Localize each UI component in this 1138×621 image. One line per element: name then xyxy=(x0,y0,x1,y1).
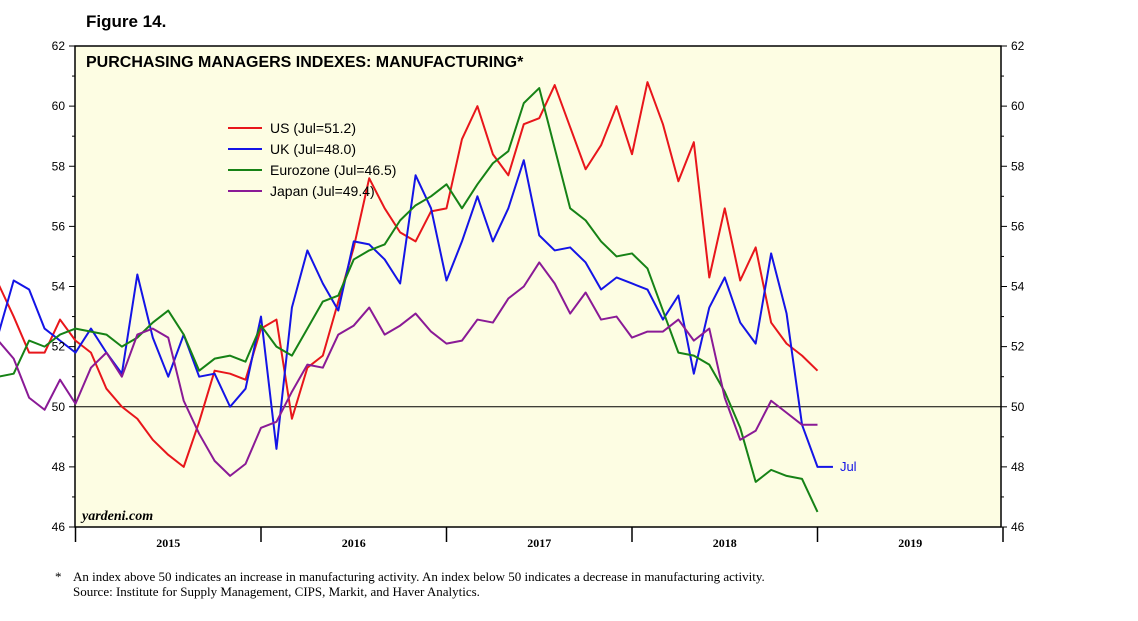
y-tick-label-right: 60 xyxy=(1011,99,1025,113)
footnote-line: * An index above 50 indicates an increase… xyxy=(55,569,765,584)
footnote-marker: * xyxy=(55,569,62,584)
axis-ticks xyxy=(69,45,1007,542)
axis-labels: 46 46 48 48 50 50 52 52 54 54 56 56 58 58 60 60 62 62 2015… xyxy=(52,39,1025,550)
chart-title: PURCHASING MANAGERS INDEXES: MANUFACTURI… xyxy=(86,54,524,71)
y-tick-label-left: 46 xyxy=(52,520,66,534)
y-tick-label-left: 54 xyxy=(52,280,66,294)
legend-label: Eurozone (Jul=46.5) xyxy=(270,162,396,178)
x-year-label: 2017 xyxy=(527,536,551,550)
series-layer xyxy=(0,81,833,513)
x-year-label: 2016 xyxy=(342,536,366,550)
y-tick-label-left: 60 xyxy=(52,99,66,113)
footnotes: * An index above 50 indicates an increase… xyxy=(55,569,765,599)
y-tick-label-left: 62 xyxy=(52,39,66,53)
y-tick-label-right: 52 xyxy=(1011,340,1025,354)
yardeni-watermark: yardeni.com xyxy=(80,509,153,524)
figure-label: Figure 14. xyxy=(86,12,167,31)
y-tick-label-left: 50 xyxy=(52,400,66,414)
y-tick-label-right: 54 xyxy=(1011,280,1025,294)
y-tick-label-right: 58 xyxy=(1011,159,1025,173)
y-tick-label-left: 58 xyxy=(52,159,66,173)
y-tick-label-right: 56 xyxy=(1011,219,1025,233)
series-line-japan xyxy=(0,261,818,477)
legend-label: UK (Jul=48.0) xyxy=(270,141,356,157)
series-line-uk xyxy=(0,159,833,468)
x-year-label: 2018 xyxy=(713,536,737,550)
legend-label: US (Jul=51.2) xyxy=(270,120,356,136)
y-tick-label-left: 56 xyxy=(52,219,66,233)
footnote-text: An index above 50 indicates an increase … xyxy=(73,569,765,584)
y-tick-label-right: 48 xyxy=(1011,460,1025,474)
series-line-us xyxy=(0,81,819,468)
y-tick-label-left: 52 xyxy=(52,340,66,354)
source-line: Source: Institute for Supply Management,… xyxy=(73,584,480,599)
jul-end-label: Jul xyxy=(840,459,857,474)
legend-label: Japan (Jul=49.4) xyxy=(270,183,375,199)
y-tick-label-right: 50 xyxy=(1011,400,1025,414)
y-tick-label-right: 62 xyxy=(1011,39,1025,53)
y-tick-label-right: 46 xyxy=(1011,520,1025,534)
legend: US (Jul=51.2) UK (Jul=48.0) Eurozone (Jul=… xyxy=(228,120,396,199)
x-year-label: 2019 xyxy=(898,536,922,550)
y-tick-label-left: 48 xyxy=(52,460,66,474)
x-year-label: 2015 xyxy=(156,536,180,550)
